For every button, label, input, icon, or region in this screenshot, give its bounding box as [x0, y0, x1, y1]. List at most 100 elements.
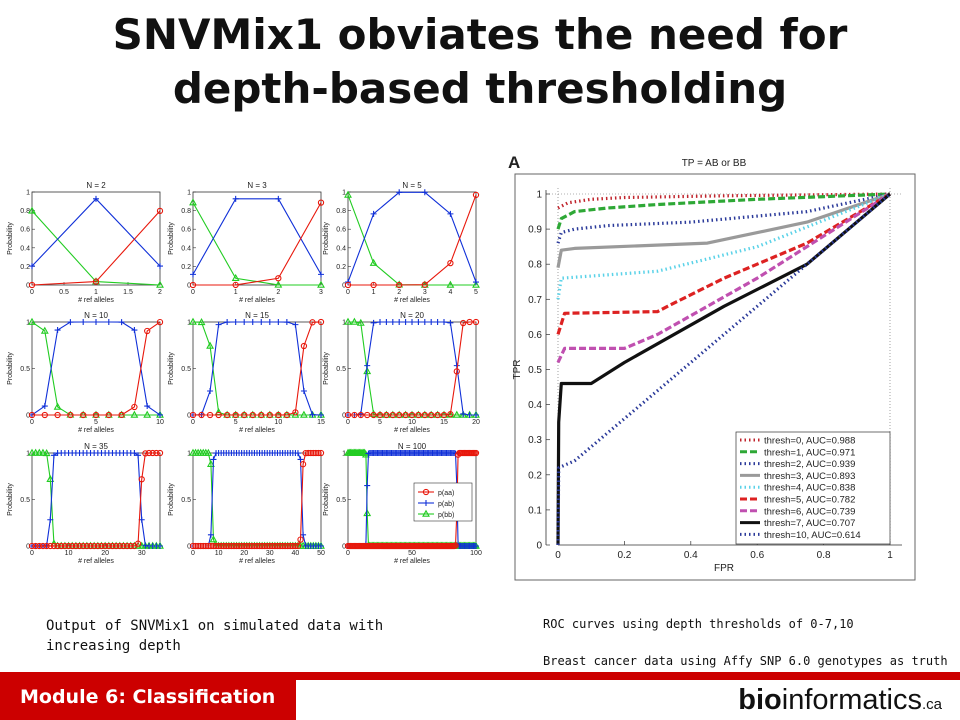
data-point: [109, 542, 116, 550]
data-point: [156, 449, 164, 457]
data-point: [215, 411, 222, 419]
data-point: [93, 319, 99, 325]
data-point: [249, 411, 256, 419]
y-tick-label: 0.6: [528, 330, 542, 341]
data-point: [131, 450, 138, 457]
data-point: [54, 542, 61, 550]
data-point: [363, 509, 372, 517]
data-point: [93, 195, 99, 202]
panel-title: N = 20: [400, 311, 424, 320]
data-point: [43, 542, 50, 550]
roc-curve: [556, 192, 891, 230]
x-tick-label: 0: [346, 550, 350, 557]
y-axis-label: Probability: [323, 483, 330, 516]
data-point: [351, 411, 358, 419]
x-tick-label: 1: [372, 289, 376, 296]
data-point: [370, 210, 377, 217]
x-tick-label: 5: [474, 289, 478, 296]
roc-legend-label: thresh=10, AUC=0.614: [764, 530, 861, 541]
data-point: [294, 450, 301, 457]
data-point: [466, 318, 473, 326]
data-point: [28, 448, 36, 456]
data-point: [299, 410, 308, 418]
data-point: [190, 271, 196, 278]
x-tick-label: 0: [30, 419, 34, 426]
x-tick-label: 50: [317, 550, 325, 557]
data-point: [452, 542, 459, 549]
series-line: [347, 194, 477, 286]
y-tick-label: 1: [187, 190, 191, 197]
data-point: [101, 542, 109, 550]
roc-legend-label: thresh=0, AUC=0.988: [764, 436, 855, 447]
y-tick-label: 0.4: [20, 245, 30, 252]
panel-title: N = 3: [247, 181, 267, 190]
data-point: [35, 448, 44, 456]
data-point: [189, 317, 197, 325]
data-point: [87, 542, 94, 550]
y-tick-label: 0: [26, 413, 30, 420]
x-tick-label: 1: [887, 550, 893, 561]
y-axis-label: Probability: [7, 352, 14, 385]
data-point: [357, 411, 364, 419]
x-tick-label: 5: [378, 419, 382, 426]
roc-legend-label: thresh=6, AUC=0.739: [764, 506, 855, 517]
data-point: [54, 327, 61, 334]
data-point: [61, 542, 69, 550]
y-axis-label: Probability: [168, 483, 175, 516]
data-point: [54, 411, 61, 419]
data-point: [144, 327, 151, 335]
y-tick-label: 0.6: [336, 227, 346, 234]
footer-module-box: [0, 680, 296, 720]
data-point: [292, 321, 299, 328]
data-point: [318, 411, 324, 418]
x-tick-label: 40: [292, 550, 300, 557]
x-tick-label: 0: [30, 550, 34, 557]
data-point: [224, 319, 231, 326]
data-point: [364, 362, 371, 369]
y-tick-label: 0.5: [181, 497, 191, 504]
data-point: [376, 411, 384, 419]
data-point: [50, 542, 58, 550]
x-tick-label: 1: [234, 289, 238, 296]
panel-title: N = 15: [245, 311, 269, 320]
y-tick-label: 0.4: [528, 400, 542, 411]
y-tick-label: 0.5: [20, 497, 30, 504]
panel-title: N = 5: [402, 181, 422, 190]
grid-panel: N = 30 1 2 300.20.40.60.81# ref allelesProb…: [168, 181, 325, 304]
y-tick-label: 0.5: [528, 365, 542, 376]
data-point: [363, 367, 372, 375]
y-tick-label: 0.2: [20, 264, 30, 271]
data-point: [434, 319, 441, 325]
data-point: [76, 542, 83, 550]
legend-marker: [423, 500, 429, 506]
data-point: [318, 543, 324, 549]
series-line: [31, 210, 161, 286]
grid-panel: N = 35 0 10 20 30 0 0.5 1 # ref alleles Probabili…: [7, 442, 164, 565]
grid-panel: N = 20 0.5 1 1.5 200.20.40.60.81# ref allele…: [7, 181, 164, 304]
x-tick-label: 2: [397, 289, 401, 296]
data-point: [315, 449, 322, 457]
footer: Module 6: Classification bioinformatics.…: [0, 672, 960, 720]
data-point: [80, 319, 87, 326]
x-tick-label: 0.2: [617, 550, 631, 561]
data-point: [157, 411, 163, 418]
logo-informatics: informatics: [781, 684, 922, 716]
data-point: [92, 278, 100, 285]
roc-curve: [556, 192, 891, 300]
data-point: [317, 318, 325, 326]
data-point: [441, 319, 447, 326]
x-tick-label: 30: [138, 550, 146, 557]
x-tick-label: 0: [346, 419, 350, 426]
data-point: [83, 542, 91, 550]
y-tick-label: 0: [187, 544, 191, 551]
data-point: [344, 281, 352, 289]
roc-legend-box: [735, 431, 891, 545]
data-point: [466, 411, 473, 418]
data-point: [156, 318, 164, 326]
data-point: [266, 411, 273, 419]
data-point: [275, 411, 282, 419]
data-point: [440, 411, 448, 419]
data-point: [297, 456, 304, 463]
data-point: [396, 281, 403, 289]
data-point: [446, 280, 455, 288]
